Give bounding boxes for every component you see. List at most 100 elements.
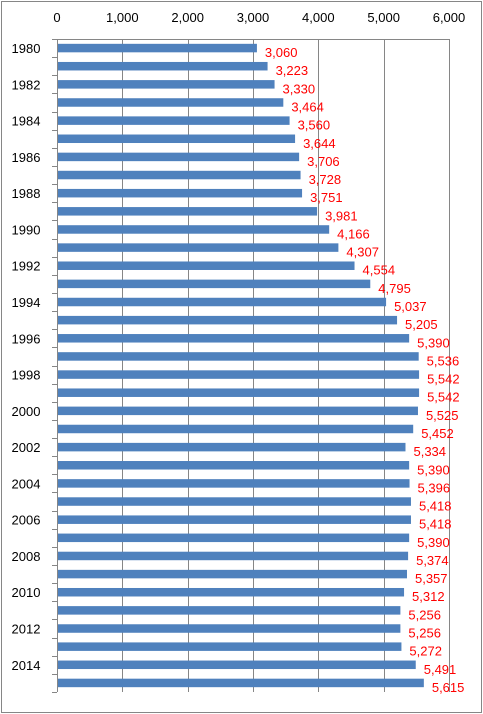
category-label: 1984	[12, 114, 41, 129]
category-label: 1986	[12, 150, 41, 165]
x-tick-label: 2,000	[171, 10, 204, 25]
bar-1991	[58, 243, 339, 252]
bar-1984	[58, 116, 290, 125]
x-tick-label: 1,000	[106, 10, 139, 25]
category-label: 2000	[12, 404, 41, 419]
data-label-2009: 5,357	[415, 571, 448, 586]
data-label-2010: 5,312	[412, 589, 445, 604]
bar-2003	[58, 461, 410, 470]
bar-2005	[58, 497, 411, 506]
category-label: 1998	[12, 368, 41, 383]
category-label: 2006	[12, 513, 41, 528]
category-label: 1980	[12, 41, 41, 56]
bar-2008	[58, 551, 409, 561]
data-label-2014: 5,491	[424, 662, 457, 677]
category-label: 1994	[12, 295, 41, 310]
bar-1988	[58, 188, 303, 198]
x-tick-label: 3,000	[237, 10, 270, 25]
data-label-2000: 5,525	[426, 408, 459, 423]
data-label-2006: 5,418	[419, 517, 452, 532]
bar-1990	[58, 225, 330, 234]
bar-2011	[58, 606, 401, 615]
data-label-1984: 3,560	[298, 118, 331, 133]
bar-1986	[58, 152, 300, 162]
data-label-1988: 3,751	[310, 190, 343, 205]
category-label: 2008	[12, 549, 41, 564]
data-label-1986: 3,706	[307, 154, 340, 169]
data-label-1983: 3,464	[291, 99, 324, 114]
bar-1992	[58, 261, 355, 270]
data-label-1990: 4,166	[337, 226, 370, 241]
bar-1993	[58, 279, 371, 289]
x-tick-label: 5,000	[367, 10, 400, 25]
data-label-1995: 5,205	[405, 317, 438, 332]
bar-1982	[58, 80, 275, 89]
bar-2006	[58, 515, 411, 524]
data-label-1985: 3,644	[303, 136, 336, 151]
data-label-1991: 4,307	[346, 245, 379, 260]
data-label-1993: 4,795	[378, 281, 411, 296]
category-label: 2004	[12, 476, 41, 491]
x-tick-label: 4,000	[302, 10, 335, 25]
category-label: 1992	[12, 259, 41, 274]
bar-2009	[58, 569, 407, 579]
category-label: 2002	[12, 440, 41, 455]
bar-2004	[58, 479, 410, 488]
bar-1987	[58, 170, 301, 180]
bars	[58, 43, 424, 688]
bar-2000	[58, 406, 418, 416]
data-label-1982: 3,330	[283, 81, 316, 96]
category-label: 1996	[12, 331, 41, 346]
bar-2007	[58, 533, 410, 543]
data-label-2015: 5,615	[432, 680, 465, 695]
bar-1999	[58, 388, 420, 397]
bar-1981	[58, 61, 268, 71]
y-axis-category-labels: 1980 1982 1984 1986 1988 1990 1992 1994 1996 1998…	[12, 41, 41, 673]
gridlines	[52, 39, 450, 693]
data-label-1981: 3,223	[276, 63, 309, 78]
bar-2010	[58, 587, 405, 597]
bar-1995	[58, 315, 398, 325]
bar-1997	[58, 352, 419, 361]
bar-2002	[58, 442, 406, 452]
bar-1996	[58, 334, 410, 343]
x-tick-label: 0	[53, 10, 60, 25]
bar-1983	[58, 98, 284, 107]
data-label-1992: 4,554	[363, 263, 396, 278]
data-label-2005: 5,418	[419, 499, 452, 514]
bar-2013	[58, 642, 402, 651]
bar-1980	[58, 43, 257, 53]
category-label: 1982	[12, 77, 41, 92]
bar-1989	[58, 207, 318, 216]
data-label-1994: 5,037	[394, 299, 427, 314]
bar-2014	[58, 660, 416, 670]
bar-2001	[58, 424, 414, 434]
data-labels: 3,060 3,223 3,330 3,464 3,560 3,644 3,706 3,728…	[265, 45, 464, 695]
data-label-1998: 5,542	[427, 372, 460, 387]
bar-1985	[58, 134, 296, 144]
data-label-2003: 5,390	[417, 462, 450, 477]
data-label-2002: 5,334	[413, 444, 446, 459]
bar-2012	[58, 624, 401, 633]
bar-1998	[58, 370, 420, 379]
data-label-1999: 5,542	[427, 390, 460, 405]
data-label-1996: 5,390	[417, 335, 450, 350]
data-label-2013: 5,272	[409, 644, 442, 659]
data-label-2007: 5,390	[417, 535, 450, 550]
x-tick-label: 6,000	[433, 10, 466, 25]
data-label-2012: 5,256	[408, 626, 441, 641]
x-axis-tick-labels: 0 1,000 2,000 3,000 4,000 5,000 6,000	[53, 10, 465, 25]
data-label-2008: 5,374	[416, 553, 449, 568]
data-label-1989: 3,981	[325, 208, 358, 223]
bar-2015	[58, 678, 424, 688]
category-label: 1990	[12, 222, 41, 237]
category-label: 2014	[12, 658, 41, 673]
data-label-2011: 5,256	[408, 607, 441, 622]
data-label-1980: 3,060	[265, 45, 298, 60]
data-label-1987: 3,728	[309, 172, 342, 187]
category-label: 2010	[12, 585, 41, 600]
category-label: 1988	[12, 186, 41, 201]
bar-1994	[58, 297, 387, 307]
